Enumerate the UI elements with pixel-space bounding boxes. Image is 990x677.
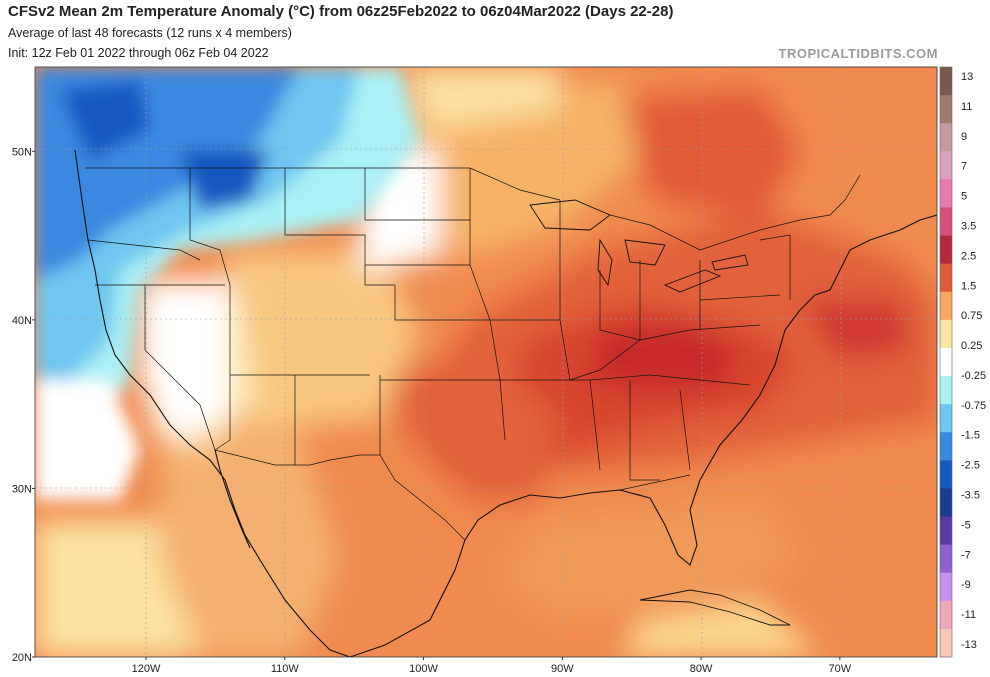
colorbar-label: -0.75 — [961, 400, 986, 412]
colorbar-swatch — [940, 347, 952, 377]
lon-label: 70W — [829, 663, 852, 675]
map-subtitle: Average of last 48 forecasts (12 runs x … — [8, 26, 292, 40]
colorbar-label: 1.5 — [961, 280, 976, 292]
colorbar-swatch — [940, 207, 952, 237]
lon-label: 110W — [271, 663, 300, 675]
colorbar-label: -9 — [961, 579, 971, 591]
colorbar-label: -11 — [961, 609, 976, 621]
lat-label: 50N — [12, 146, 32, 158]
colorbar-swatch — [940, 263, 952, 293]
colorbar: 13 11 9 7 5 3.5 2.5 1.5 0.75 0.25 -0.25 -0.75 -1.5 -2… — [939, 66, 986, 658]
colorbar-swatch — [940, 544, 952, 574]
colorbar-swatch — [940, 235, 952, 265]
colorbar-swatch — [940, 404, 952, 433]
colorbar-swatch — [940, 123, 952, 152]
colorbar-swatch — [940, 95, 952, 124]
lon-label: 100W — [409, 663, 438, 675]
site-brand: TROPICALTIDBITS.COM — [778, 46, 938, 61]
longitude-labels: 120W 110W 100W 90W 80W 70W — [132, 657, 852, 675]
map-frame — [34, 66, 938, 658]
colorbar-swatch — [940, 600, 952, 630]
colorbar-swatch — [940, 432, 952, 461]
colorbar-label: -0.25 — [961, 370, 986, 382]
map-title: CFSv2 Mean 2m Temperature Anomaly (°C) f… — [8, 3, 674, 20]
colorbar-label: 13 — [961, 71, 973, 83]
colorbar-label: 5 — [961, 191, 967, 203]
colorbar-label: -1.5 — [961, 430, 980, 442]
colorbar-label: 2.5 — [961, 250, 976, 262]
colorbar-frame — [939, 66, 953, 658]
colorbar-label: -3.5 — [961, 490, 980, 502]
colorbar-swatch — [940, 572, 952, 602]
init-time: Init: 12z Feb 01 2022 through 06z Feb 04… — [8, 46, 269, 60]
colorbar-label: -2.5 — [961, 460, 980, 472]
colorbar-swatch — [940, 179, 952, 208]
colorbar-swatch — [940, 376, 952, 405]
colorbar-label: 11 — [961, 101, 972, 113]
colorbar-swatch — [940, 488, 952, 518]
colorbar-swatch — [940, 291, 952, 321]
lat-label: 30N — [12, 483, 32, 495]
colorbar-label: 0.25 — [961, 340, 982, 352]
lon-label: 120W — [132, 663, 161, 675]
colorbar-swatch — [940, 628, 952, 658]
latitude-labels: 50N 40N 30N 20N — [12, 146, 35, 664]
colorbar-label: -13 — [961, 639, 977, 651]
colorbar-label: 0.75 — [961, 310, 982, 322]
colorbar-swatch — [940, 151, 952, 180]
lon-label: 90W — [551, 663, 574, 675]
lon-label: 80W — [690, 663, 713, 675]
colorbar-label: 7 — [961, 161, 967, 173]
lat-label: 40N — [12, 315, 32, 327]
colorbar-label: 9 — [961, 131, 967, 143]
colorbar-swatch — [940, 319, 952, 349]
colorbar-swatch — [940, 516, 952, 546]
colorbar-swatch — [940, 460, 952, 489]
colorbar-swatch — [940, 67, 952, 96]
colorbar-label: -5 — [961, 519, 971, 531]
colorbar-label: -7 — [961, 549, 971, 561]
temperature-field — [35, 67, 937, 657]
colorbar-label: 3.5 — [961, 220, 976, 232]
lat-label: 20N — [12, 652, 32, 664]
